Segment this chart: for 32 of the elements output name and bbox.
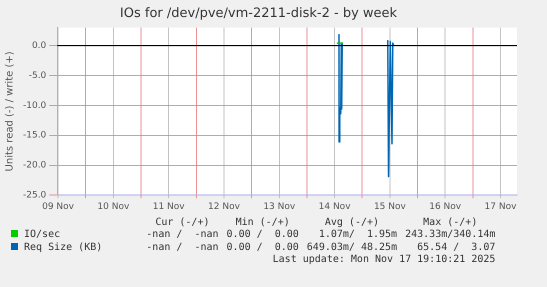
y-axis-title: Units read (-) / write (+) [4,51,16,172]
y-tick-label: -10.0 [22,100,47,111]
x-tick-label: 15 Nov [374,202,406,212]
text: Last update: Mon Nov 17 19:10:21 2025 [272,254,496,265]
x-tick-label: 16 Nov [429,202,462,212]
text: 65.54 / 3.07 [416,241,496,254]
text: -nan / -nan [145,228,220,241]
y-tick-label: -25.0 [22,190,47,201]
x-tick-label: 11 Nov [152,202,186,212]
x-tick-label: 12 Nov [208,202,241,212]
legend-label: IO/sec [23,228,62,241]
x-tick-label: 10 Nov [97,202,130,212]
text: 1.07m/ 1.95m [318,228,398,241]
text: 243.33m/340.14m [404,228,496,241]
text: Avg (-/+) [324,217,380,228]
y-tick-label: -20.0 [22,160,47,171]
legend-label: Req Size (KB) [23,241,104,254]
text: 0.00 / 0.00 [226,241,300,254]
y-tick-label: 0.0 [32,40,47,51]
x-tick-label: 14 Nov [318,202,352,212]
text: Cur (-/+) [154,217,210,228]
y-tick-label: -15.0 [22,130,47,141]
text: Max (-/+) [422,217,478,228]
y-tick-label: -5.0 [28,70,47,81]
text: 0.00 / 0.00 [226,228,300,241]
x-tick-label: 17 Nov [484,202,518,212]
text: -nan / -nan [145,241,220,254]
x-tick-label: 09 Nov [42,202,75,212]
chart-title: IOs for /dev/pve/vm-2211-disk-2 - by week [120,6,398,22]
text: 649.03m/ 48.25m [306,241,398,254]
x-tick-label: 13 Nov [263,202,296,212]
text: Min (-/+) [234,217,291,228]
